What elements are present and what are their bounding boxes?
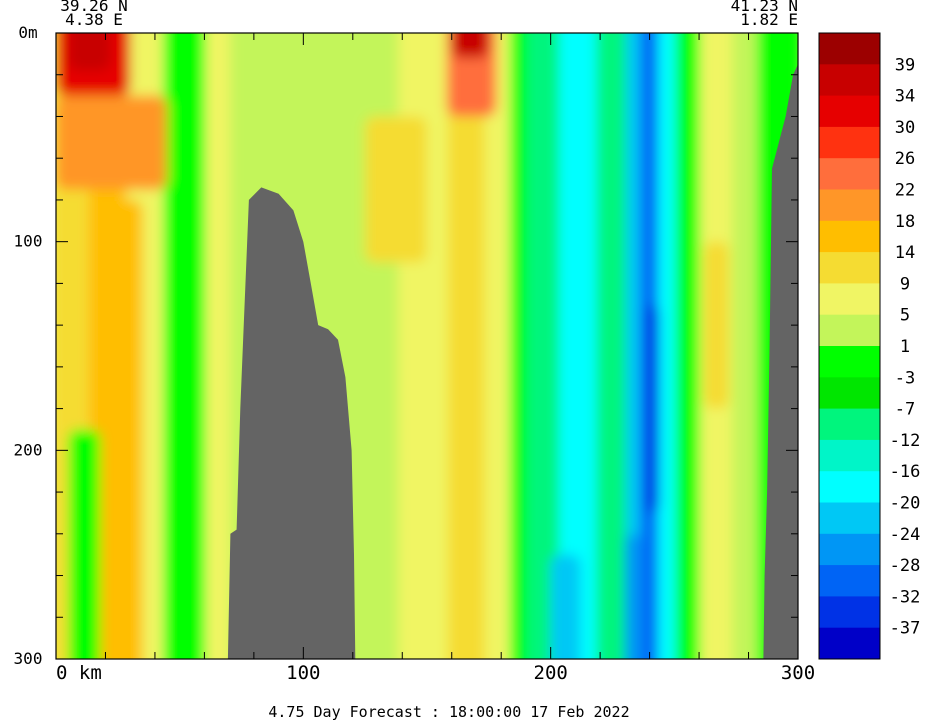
colorbar-label: -3 [895, 368, 915, 388]
colorbar-label: -32 [890, 587, 921, 607]
field-feature [365, 116, 427, 263]
field-feature [704, 241, 729, 409]
colorbar-label: 14 [895, 243, 915, 263]
colorbar-label: -12 [890, 431, 921, 451]
colorbar: 39 34 30 26 22 18 14 9 5 1 -3 -7 -12 -16 -20 -24 -28 -32 -… [818, 32, 921, 660]
colorbar-label: 39 [895, 55, 915, 75]
y-tick-label: 200 [14, 440, 43, 459]
colorbar-label: 18 [895, 212, 915, 232]
colorbar-swatch [819, 377, 880, 410]
colorbar-label: -20 [890, 494, 921, 514]
colorbar-swatch [819, 158, 880, 190]
colorbar-swatch [819, 189, 880, 222]
colorbar-swatch [819, 627, 880, 660]
colorbar-swatch [819, 314, 880, 347]
x-tick-label: 300 [781, 662, 815, 684]
colorbar-label: -24 [890, 525, 921, 545]
land-shelf [763, 64, 798, 659]
field-column [163, 33, 214, 659]
colorbar-label: 26 [895, 149, 915, 169]
colorbar-swatch [819, 565, 880, 597]
colorbar-swatch [819, 33, 880, 65]
forecast-title: 4.75 Day Forecast : 18:00:00 17 Feb 2022 [268, 703, 629, 721]
colorbar-swatch [819, 439, 880, 472]
colorbar-swatch [819, 283, 880, 316]
colorbar-swatch [819, 126, 880, 159]
left-lat-label: 39.26 N [60, 0, 127, 15]
colorbar-swatch [819, 471, 880, 503]
x-tick-label: 0 km [56, 662, 102, 684]
field-feature [644, 304, 660, 513]
field-feature [56, 95, 168, 190]
field-feature [105, 199, 143, 659]
field-feature [68, 429, 101, 659]
colorbar-swatch [819, 502, 880, 535]
colorbar-label: 34 [895, 87, 915, 107]
right-lon-label: 1.82 E [740, 10, 798, 29]
field-column [348, 33, 407, 659]
colorbar-label: 5 [900, 306, 910, 326]
right-lat-label: 41.23 N [731, 0, 798, 15]
colorbar-swatch [819, 95, 880, 128]
plot-frame [55, 32, 799, 660]
colorbar-swatch [819, 252, 880, 284]
land-layer [227, 64, 798, 659]
x-tick-label: 100 [286, 662, 320, 684]
colorbar-label: 30 [895, 118, 915, 138]
field-column [398, 33, 456, 659]
field-feature [550, 554, 581, 659]
colorbar-swatch [819, 64, 880, 97]
x-tick-label: 200 [534, 662, 568, 684]
field-feature [446, 33, 497, 117]
colorbar-frame [818, 32, 881, 660]
colorbar-label: -7 [895, 400, 915, 420]
land-ridge [227, 187, 356, 659]
y-tick-label: 0m [18, 23, 37, 42]
colorbar-label: 22 [895, 181, 915, 201]
colorbar-label: -16 [890, 462, 921, 482]
y-tick-label: 100 [14, 232, 43, 251]
y-ticks: 0m 100 200 300 [14, 23, 798, 668]
field-feature [68, 33, 111, 71]
colorbar-label: 1 [900, 337, 910, 357]
colorbar-swatch [819, 596, 880, 629]
field-feature [624, 533, 640, 659]
colorbar-label: -37 [890, 619, 921, 639]
colorbar-swatch [819, 220, 880, 253]
plot-area [56, 33, 798, 659]
y-tick-label: 300 [14, 649, 43, 668]
left-lon-label: 4.38 E [65, 10, 123, 29]
colorbar-swatch [819, 533, 880, 566]
colorbar-swatch [819, 408, 880, 441]
field-feature [451, 33, 489, 59]
field-layer [56, 33, 798, 659]
colorbar-label: 9 [900, 274, 910, 294]
colorbar-label: -28 [890, 556, 921, 576]
x-ticks: 0 km 100 200 300 [55, 33, 815, 684]
colorbar-swatch [819, 346, 880, 378]
